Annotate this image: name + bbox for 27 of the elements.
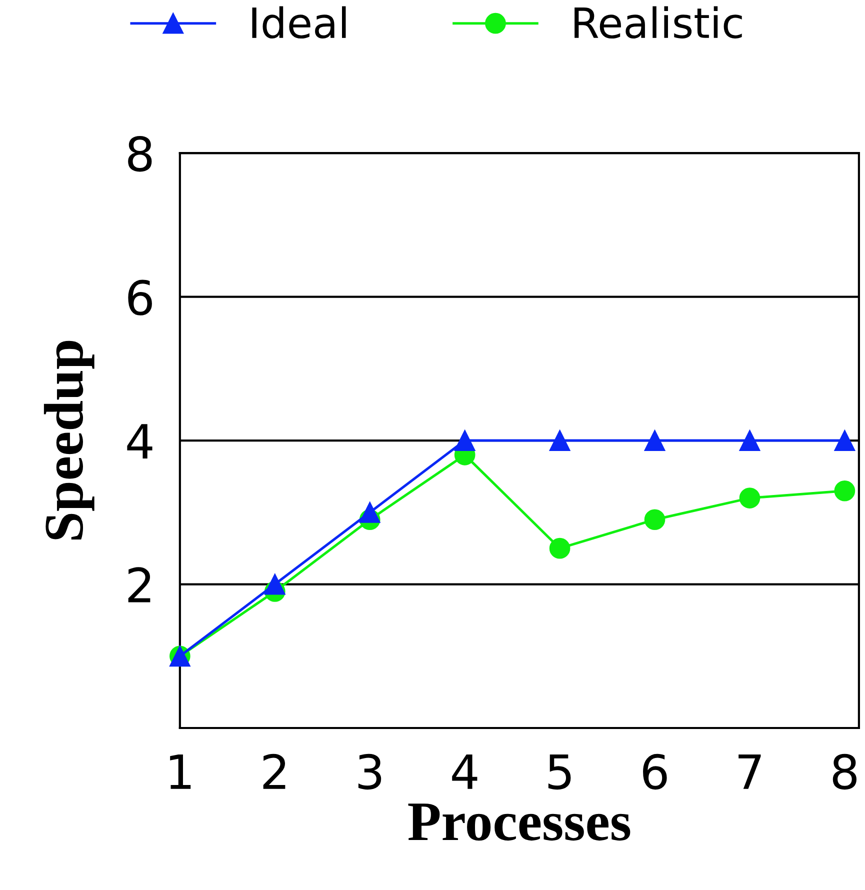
y-tick-label: 4 (127, 424, 152, 458)
x-tick-label: 6 (643, 754, 667, 790)
point (644, 430, 666, 451)
y-tick-label: 6 (128, 280, 152, 316)
point (549, 538, 570, 559)
point (739, 488, 760, 508)
x-axis-title: Processes (408, 804, 630, 841)
point (359, 502, 380, 523)
x-tick-label: 8 (832, 754, 856, 790)
point (834, 480, 856, 502)
point (739, 430, 760, 451)
x-tick-label: 5 (548, 754, 571, 790)
y-tick-label: 2 (128, 567, 150, 602)
y-axis-title: Speedup (44, 340, 94, 540)
x-tick-label: 7 (738, 754, 761, 789)
point (644, 509, 666, 530)
point (834, 430, 856, 451)
point (549, 430, 570, 451)
point (454, 430, 476, 451)
x-tick-label: 2 (263, 754, 286, 789)
legend-label: Ideal (252, 6, 346, 39)
x-tick-label: 1 (170, 754, 191, 789)
legend-label: Realistic (574, 6, 742, 39)
x-tick-label: 3 (358, 754, 382, 790)
x-tick-label: 4 (452, 754, 478, 789)
point (264, 574, 286, 595)
y-tick-label: 8 (128, 136, 152, 172)
